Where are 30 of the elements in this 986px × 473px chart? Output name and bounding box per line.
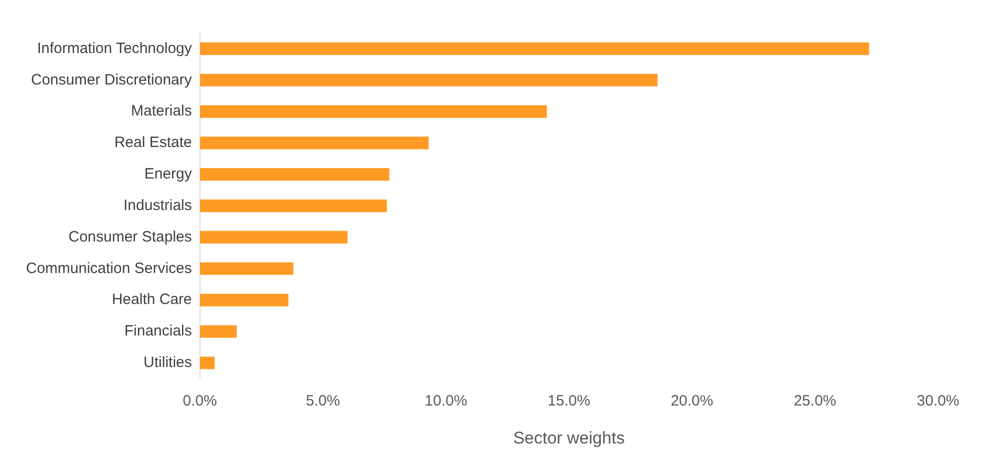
x-tick-label: 30.0% <box>916 392 960 410</box>
x-tick-label: 10.0% <box>424 392 468 410</box>
bar <box>200 105 547 118</box>
x-tick-label: 15.0% <box>548 392 590 410</box>
y-tick-label: Utilities <box>144 354 192 372</box>
x-tick-label: 25.0% <box>794 392 836 410</box>
y-tick-label: Health Care <box>112 291 192 308</box>
x-tick-label: 5.0% <box>306 392 340 410</box>
y-tick-label: Information Technology <box>37 40 192 57</box>
y-tick-label: Energy <box>144 166 192 183</box>
bar <box>200 262 294 275</box>
y-tick-label: Consumer Staples <box>68 228 192 246</box>
bar <box>200 356 215 370</box>
y-tick-label: Consumer Discretionary <box>31 71 192 88</box>
x-tick-label: 20.0% <box>670 392 714 410</box>
y-tick-label: Real Estate <box>114 134 192 152</box>
bar <box>200 136 429 150</box>
bar <box>200 200 387 212</box>
bar <box>200 74 658 86</box>
x-tick-label: 0.0% <box>182 392 217 410</box>
bar <box>200 325 237 338</box>
bar <box>200 42 870 55</box>
bar <box>200 230 348 244</box>
y-tick-label: Communication Services <box>26 260 192 277</box>
bar <box>200 168 390 181</box>
bar <box>200 294 288 306</box>
x-axis-title: Sector weights <box>513 428 625 448</box>
y-tick-label: Financials <box>124 322 192 340</box>
y-tick-label: Industrials <box>124 196 192 214</box>
y-tick-label: Materials <box>131 102 192 120</box>
